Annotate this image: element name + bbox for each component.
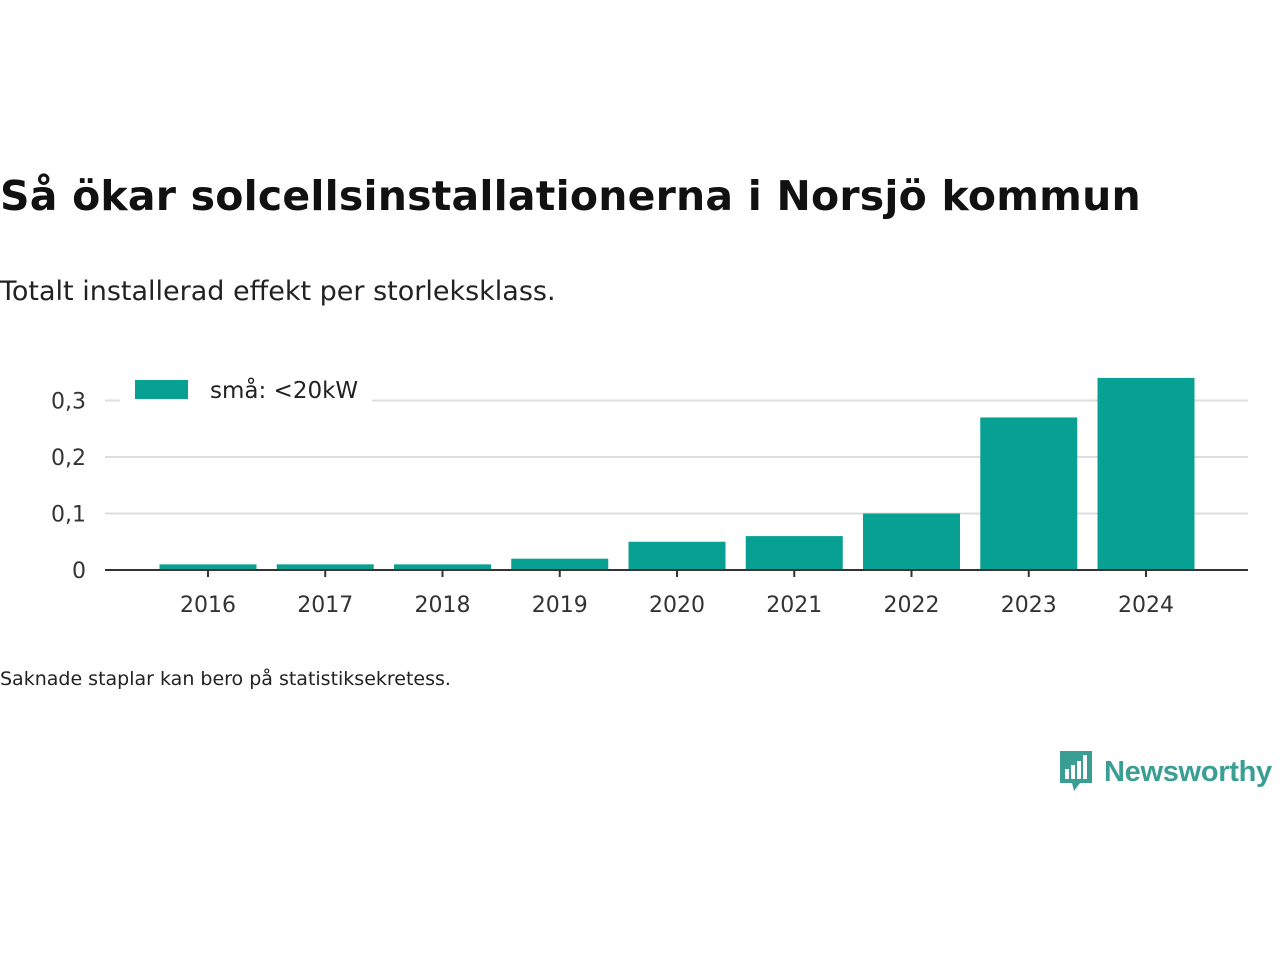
x-tick-label: 2016 [180,593,236,618]
bar-chart-speech-bubble-icon [1060,751,1092,791]
bar-2019 [511,558,609,570]
x-tick-label: 2021 [766,593,822,618]
bars [159,377,1195,570]
legend-label: små: <20kW [210,376,358,404]
bar-2024 [1097,377,1195,570]
chart-subtitle: Totalt installerad effekt per storlekskl… [0,276,556,307]
x-tick-label: 2023 [1001,593,1057,618]
y-tick-label: 0,2 [51,446,86,471]
legend: små: <20kW [120,374,372,406]
x-tick-label: 2019 [532,593,588,618]
bar-2022 [863,513,960,570]
brand-name: Newsworthy [1104,755,1272,788]
x-tick-label: 2022 [884,593,940,618]
bar-2023 [980,417,1078,570]
bar-2017 [276,564,374,570]
bar-chart: 0 0,1 0,2 0,3 2016 2017 2018 2019 2020 2021 2022 20… [51,374,1248,618]
bar-2018 [394,564,491,570]
y-tick-label: 0,3 [51,390,86,415]
footnote: Saknade staplar kan bero på statistiksek… [0,668,451,690]
legend-swatch [135,380,188,399]
bar-2021 [745,536,843,570]
chart-title: Så ökar solcellsinstallationerna i Norsj… [0,172,1141,220]
bar-2016 [159,564,257,570]
brand-logo[interactable]: Newsworthy [1058,748,1272,796]
y-tick-label: 0,1 [51,503,86,528]
axes: 0 0,1 0,2 0,3 2016 2017 2018 2019 2020 2021 2022 20… [51,390,1248,618]
x-tick-label: 2018 [415,593,471,618]
y-tick-label: 0 [72,559,86,584]
x-tick-label: 2020 [649,593,705,618]
x-tick-label: 2024 [1118,593,1174,618]
bar-2020 [628,541,726,570]
x-tick-label: 2017 [297,593,353,618]
